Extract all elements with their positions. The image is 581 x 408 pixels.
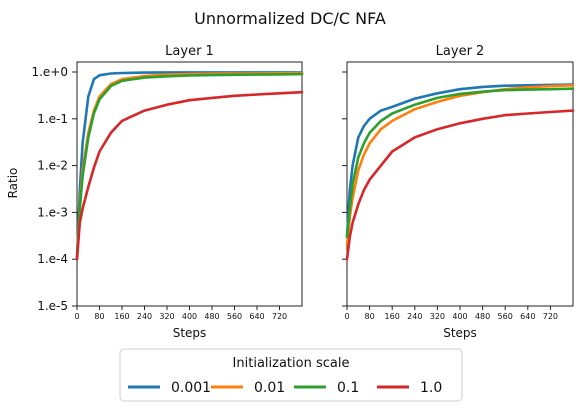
x-tick-label: 560	[227, 312, 242, 321]
panel-title: Layer 1	[165, 44, 214, 59]
x-tick-label: 240	[137, 312, 152, 321]
x-tick-label: 640	[520, 312, 535, 321]
figure-title: Unnormalized DC/C NFA	[194, 9, 386, 28]
x-tick-label: 0	[74, 312, 79, 321]
x-tick-label: 0	[344, 312, 349, 321]
y-tick-label: 1.e-2	[37, 159, 68, 173]
x-tick-label: 400	[452, 312, 467, 321]
legend-label: 1.0	[420, 380, 442, 396]
panel-title: Layer 2	[436, 44, 485, 59]
legend-title: Initialization scale	[233, 356, 350, 371]
x-tick-label: 160	[114, 312, 129, 321]
plot-frame	[76, 61, 303, 307]
x-tick-label: 400	[182, 312, 197, 321]
panel-layer-1: Layer 1 0 80 160 240 320 400 480 560 640 720 1.e-5 1…	[31, 44, 304, 340]
legend: Initialization scale 0.001 0.01 0.1 1.0	[119, 348, 463, 402]
plot-frame	[346, 61, 574, 307]
y-axis-label: Ratio	[6, 168, 20, 199]
y-tick-label: 1.e+0	[31, 65, 68, 79]
legend-items: 0.001 0.01 0.1 1.0	[128, 380, 442, 396]
x-tick-label: 240	[407, 312, 422, 321]
series-line-0-001	[345, 83, 575, 239]
x-tick-label: 480	[204, 312, 219, 321]
x-tick-label: 320	[159, 312, 174, 321]
x-tick-label: 320	[430, 312, 445, 321]
x-tick-label: 640	[249, 312, 264, 321]
x-tick-label: 80	[365, 312, 375, 321]
panel-layer-2: Layer 2 0 80 160 240 320 400 480 560 640 720 Steps	[342, 44, 575, 340]
x-tick-label: 160	[385, 312, 400, 321]
series-line-0-1	[345, 87, 575, 239]
y-tick-label: 1.e-3	[37, 205, 68, 219]
legend-label: 0.1	[337, 380, 359, 396]
series-line-1-0	[75, 90, 304, 261]
legend-label: 0.01	[254, 380, 285, 396]
series-line-1-0	[345, 109, 575, 261]
y-tick-label: 1.e-1	[37, 112, 68, 126]
x-tick-label: 480	[475, 312, 490, 321]
y-tick-label: 1.e-5	[37, 299, 68, 313]
x-axis-label: Steps	[443, 326, 477, 340]
y-tick-label: 1.e-4	[37, 252, 68, 266]
series-line-0-1	[75, 72, 304, 261]
x-tick-label: 720	[543, 312, 558, 321]
legend-label: 0.001	[171, 380, 211, 396]
x-tick-label: 80	[94, 312, 104, 321]
x-tick-label: 720	[272, 312, 287, 321]
x-axis-label: Steps	[173, 326, 207, 340]
x-tick-label: 560	[498, 312, 513, 321]
series-line-0-01	[345, 84, 575, 247]
legend-frame	[119, 348, 463, 402]
